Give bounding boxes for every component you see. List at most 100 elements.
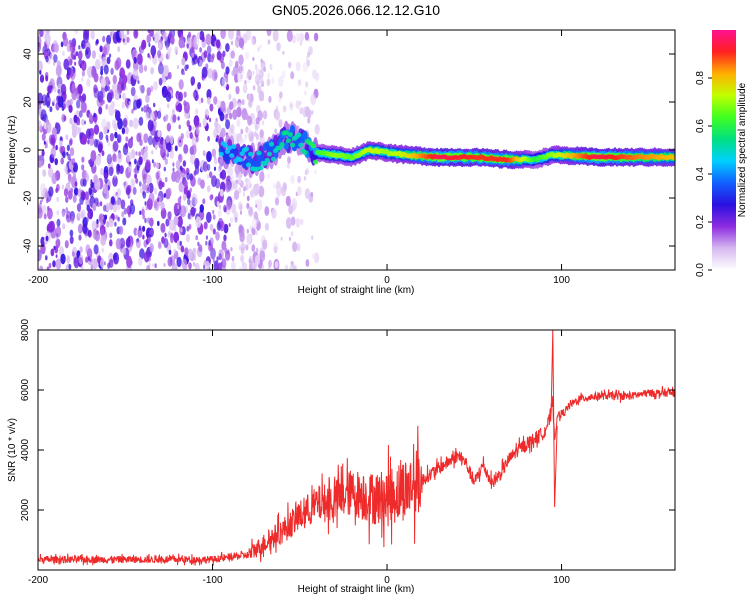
ridge-mark <box>239 151 245 157</box>
noise-speckle <box>60 41 64 48</box>
noise-speckle <box>252 85 256 91</box>
noise-speckle <box>281 70 286 79</box>
x-tick-label: -100 <box>203 275 223 286</box>
noise-speckle <box>290 103 293 108</box>
noise-speckle <box>109 53 112 58</box>
noise-speckle <box>41 149 45 157</box>
noise-speckle <box>126 36 130 43</box>
noise-speckle <box>142 225 146 232</box>
noise-speckle <box>202 150 206 157</box>
noise-speckle <box>119 30 125 39</box>
noise-speckle <box>46 266 50 270</box>
noise-speckle <box>199 47 203 53</box>
noise-speckle <box>206 185 211 193</box>
noise-speckle <box>100 258 105 268</box>
noise-speckle <box>174 46 179 54</box>
noise-speckle <box>190 76 196 86</box>
ridge-mark <box>302 150 308 155</box>
noise-speckle <box>286 30 293 42</box>
noise-speckle <box>261 264 265 270</box>
noise-speckle <box>166 187 172 197</box>
noise-speckle <box>78 110 83 118</box>
noise-speckle <box>218 204 222 210</box>
noise-speckle <box>67 153 71 161</box>
noise-speckle <box>161 236 165 244</box>
noise-speckle <box>230 40 234 46</box>
spectrogram-x-label: Height of straight line (km) <box>298 285 415 296</box>
noise-speckle <box>299 32 304 43</box>
ridge-mark <box>312 159 319 165</box>
noise-speckle <box>264 222 269 231</box>
noise-speckle <box>233 99 238 107</box>
noise-speckle <box>228 59 233 67</box>
noise-speckle <box>259 77 264 85</box>
noise-speckle <box>209 223 214 231</box>
noise-speckle <box>147 119 154 132</box>
noise-speckle <box>165 135 170 144</box>
noise-speckle <box>139 210 142 215</box>
noise-speckle <box>228 93 232 100</box>
noise-speckle <box>240 242 246 252</box>
y-tick-label: 8000 <box>20 318 31 341</box>
noise-speckle <box>199 122 202 128</box>
noise-speckle <box>77 120 81 126</box>
noise-speckle <box>69 58 73 66</box>
noise-speckle <box>138 64 144 74</box>
noise-speckle <box>252 117 257 125</box>
noise-speckle <box>186 43 189 49</box>
noise-speckle <box>226 199 232 211</box>
ridge-mark <box>289 124 296 133</box>
noise-speckle <box>120 199 126 210</box>
noise-speckle <box>81 70 85 77</box>
noise-speckle <box>90 150 97 162</box>
noise-speckle <box>302 61 308 73</box>
noise-speckle <box>290 216 296 226</box>
noise-speckle <box>215 178 221 189</box>
noise-speckle <box>74 55 76 60</box>
noise-speckle <box>50 147 56 159</box>
noise-speckle <box>259 129 264 139</box>
colorbar-scale <box>712 30 736 270</box>
noise-speckle <box>131 108 134 114</box>
noise-speckle <box>206 151 212 163</box>
noise-speckle <box>132 186 137 195</box>
noise-speckle <box>173 231 180 243</box>
noise-speckle <box>197 82 202 90</box>
noise-speckle <box>117 118 123 130</box>
noise-speckle <box>66 144 70 152</box>
noise-speckle <box>122 38 125 43</box>
noise-speckle <box>140 42 145 51</box>
noise-speckle <box>255 199 258 205</box>
noise-speckle <box>255 117 260 125</box>
noise-speckle <box>122 217 127 226</box>
noise-speckle <box>151 263 154 268</box>
noise-speckle <box>261 136 266 144</box>
noise-speckle <box>118 225 124 235</box>
noise-speckle <box>297 175 301 184</box>
noise-speckle <box>231 255 235 262</box>
ridge-mark <box>224 149 231 155</box>
noise-speckle <box>179 195 182 200</box>
noise-speckle <box>80 191 86 201</box>
noise-speckle <box>186 225 190 232</box>
noise-speckle <box>90 179 93 184</box>
noise-speckle <box>158 77 163 86</box>
noise-speckle <box>81 133 87 145</box>
noise-speckle <box>219 165 222 171</box>
noise-speckle <box>110 67 114 75</box>
noise-speckle <box>146 87 151 96</box>
noise-speckle <box>209 237 214 246</box>
x-tick-label: -100 <box>203 575 223 586</box>
noise-speckle <box>263 66 267 73</box>
noise-speckle <box>172 108 175 115</box>
noise-speckle <box>140 84 145 94</box>
noise-speckle <box>62 50 65 57</box>
noise-speckle <box>130 149 136 159</box>
noise-speckle <box>216 123 221 134</box>
noise-speckle <box>255 183 260 193</box>
ridge-mark <box>237 157 243 163</box>
noise-speckle <box>260 58 263 63</box>
noise-speckle <box>242 83 248 94</box>
noise-speckle <box>191 193 198 206</box>
ridge-mark <box>296 132 302 138</box>
